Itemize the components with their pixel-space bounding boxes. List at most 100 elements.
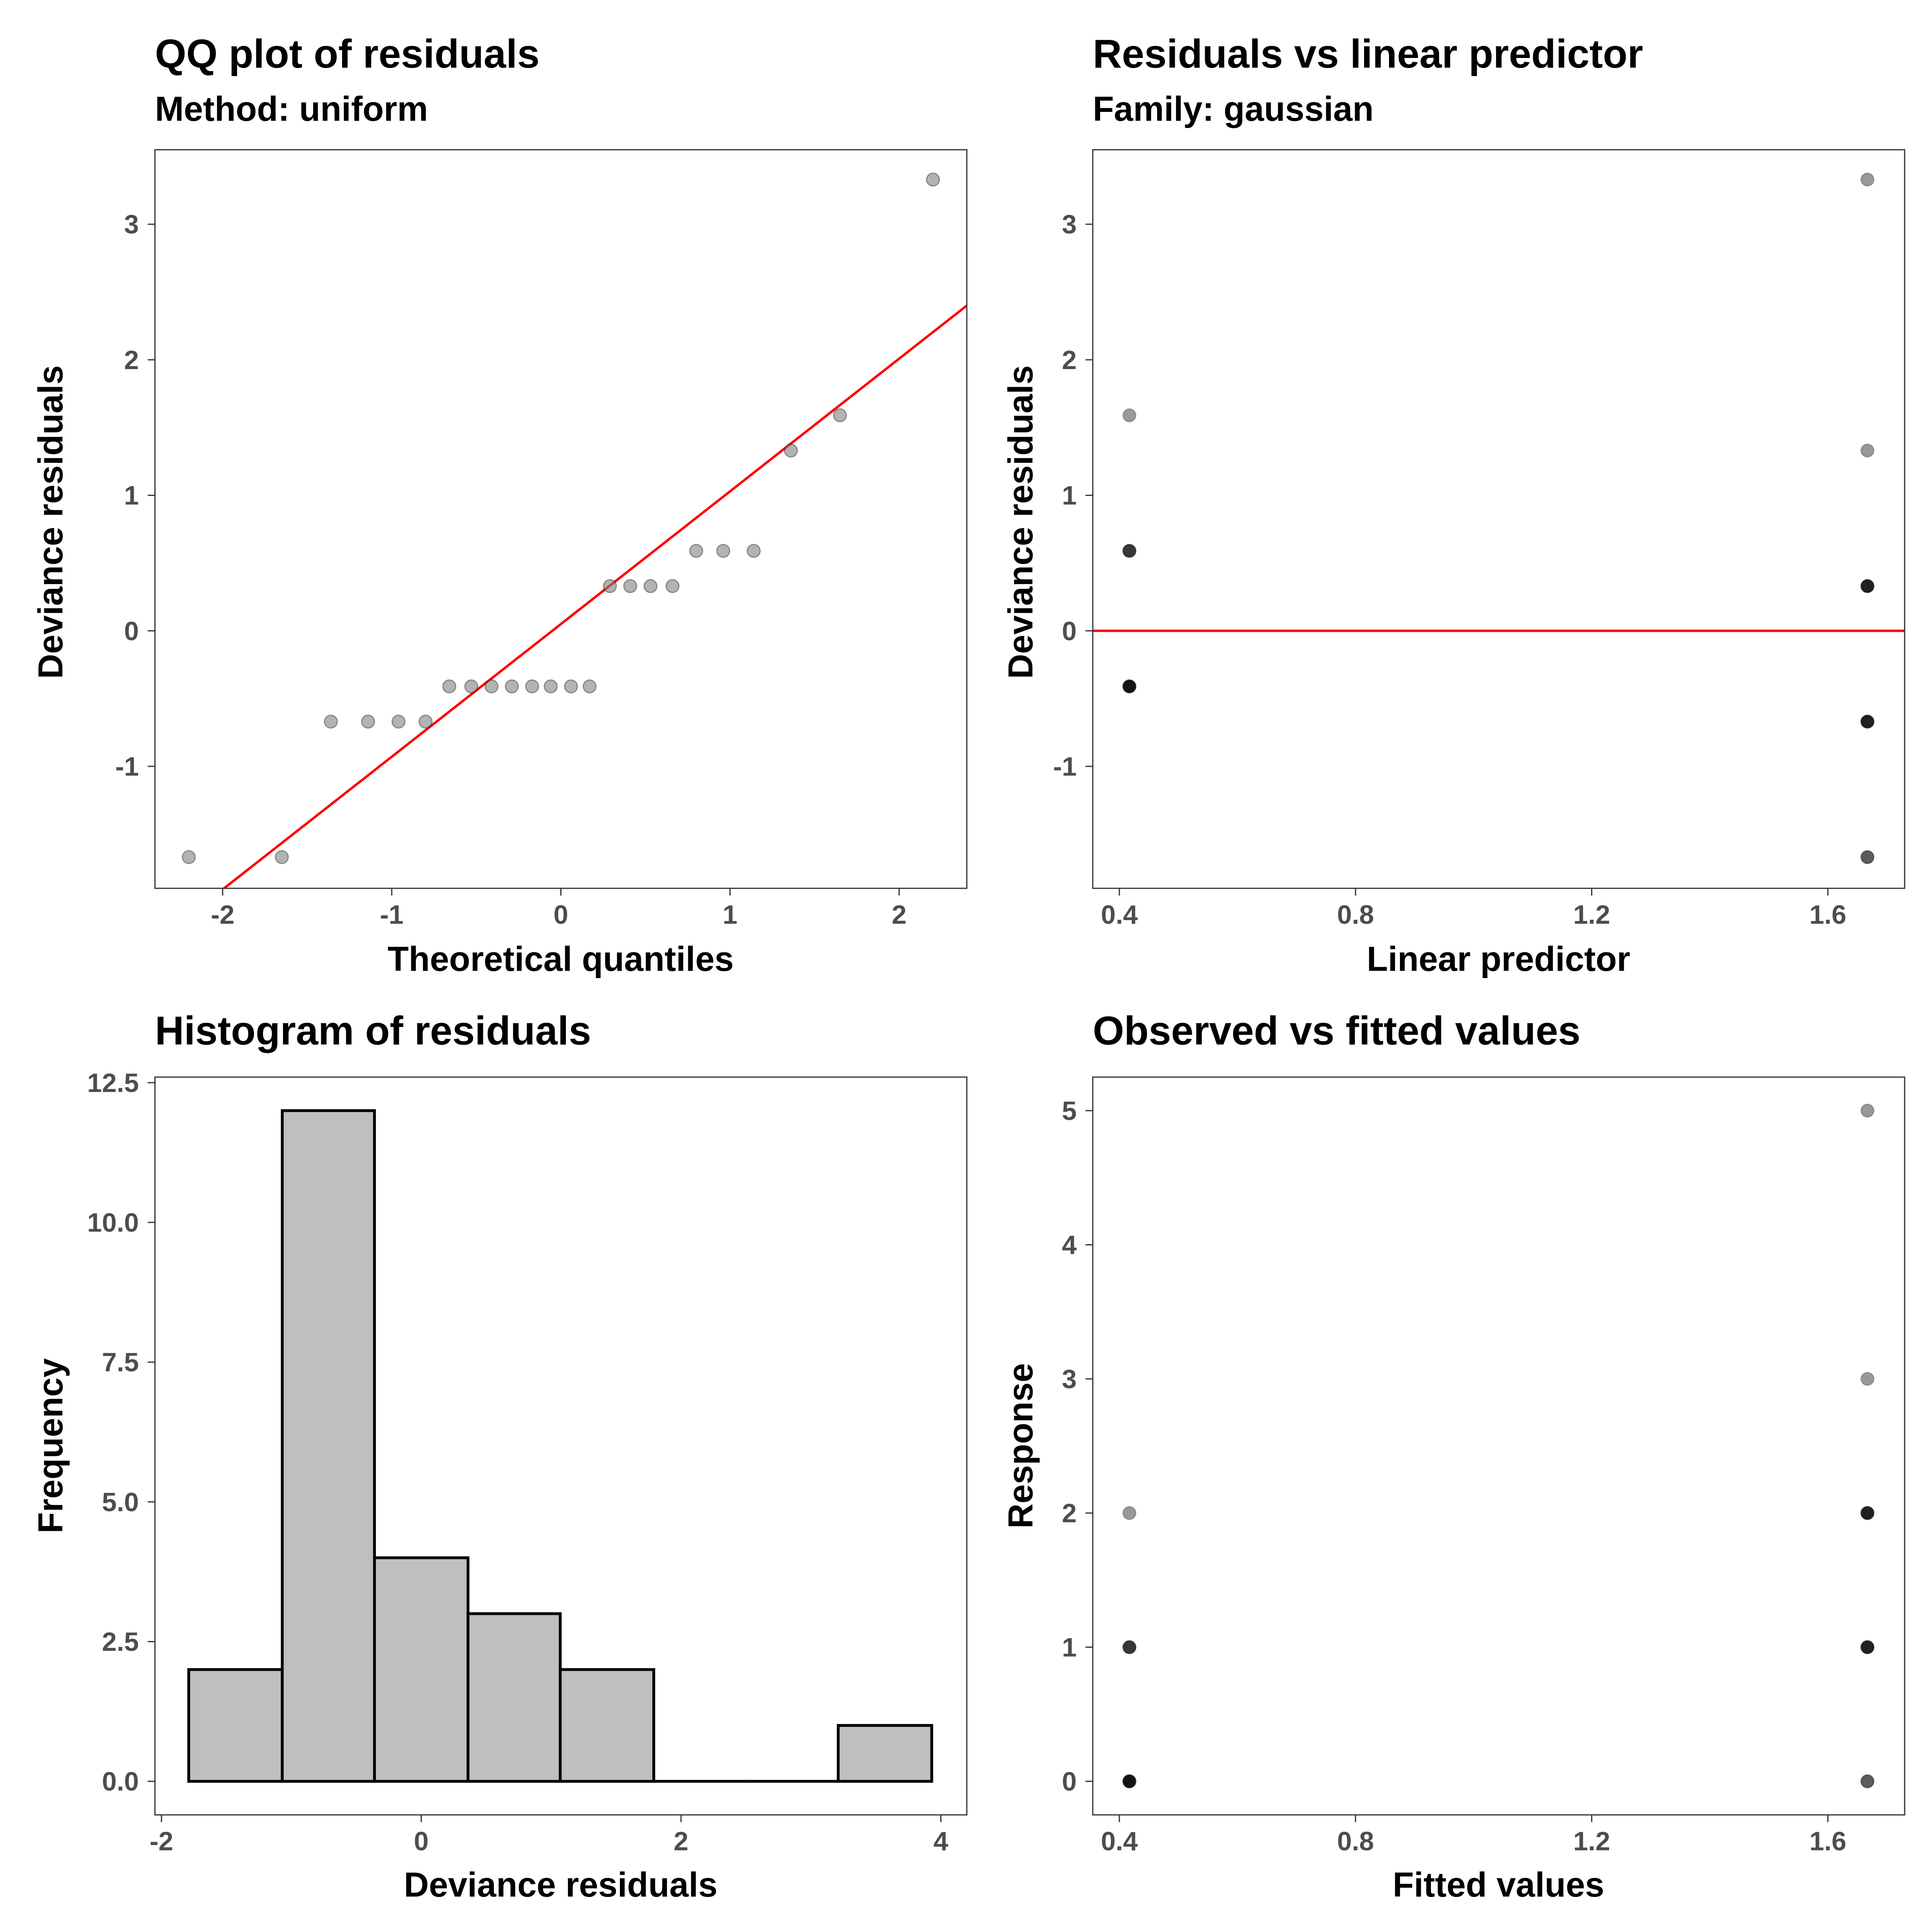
- residuals-vs-predictor-point-0: [1122, 408, 1137, 423]
- residuals-vs-predictor-point-6: [1860, 714, 1875, 729]
- qq-plot-reference-line: [222, 304, 967, 888]
- residuals-vs-predictor-y-axis-title: Deviance residuals: [1001, 365, 1040, 679]
- qq-plot-point-16: [643, 579, 658, 593]
- observed-vs-fitted-plot-area: [1122, 1103, 1875, 1789]
- histogram-y-tick-label-2: 5.0: [102, 1487, 139, 1517]
- observed-vs-fitted-title: Observed vs fitted values: [1093, 1008, 1581, 1053]
- qq-plot-x-tick-label-3: 1: [722, 900, 737, 929]
- observed-vs-fitted-y-tick-label-3: 3: [1062, 1364, 1077, 1394]
- histogram-bar-1: [281, 1109, 376, 1783]
- residuals-vs-predictor-point-1: [1122, 544, 1137, 558]
- qq-plot-point-9: [505, 679, 519, 694]
- histogram-bar-4: [559, 1668, 655, 1783]
- histogram-y-tick-label-5: 12.5: [87, 1068, 139, 1098]
- observed-vs-fitted-point-4: [1860, 1372, 1875, 1386]
- qq-plot-point-18: [689, 544, 704, 558]
- qq-plot-y-tick-label-0: -1: [115, 751, 139, 781]
- observed-vs-fitted-point-6: [1860, 1640, 1875, 1654]
- observed-vs-fitted-point-7: [1860, 1774, 1875, 1789]
- observed-vs-fitted-x-axis-title: Fitted values: [1393, 1866, 1604, 1904]
- observed-vs-fitted-y-tick-label-0: 0: [1062, 1767, 1077, 1796]
- residuals-vs-predictor-y-tick-label-3: 2: [1062, 345, 1077, 375]
- qq-plot-point-15: [623, 579, 638, 593]
- qq-plot-subtitle: Method: uniform: [155, 90, 428, 128]
- observed-vs-fitted-y-tick-label-5: 5: [1062, 1096, 1077, 1125]
- residuals-vs-predictor-point-7: [1860, 850, 1875, 865]
- observed-vs-fitted-panel: Observed vs fitted values 0.4 0.8 1.2 1.6 0 1…: [1001, 1008, 1905, 1904]
- observed-vs-fitted-point-1: [1122, 1640, 1137, 1654]
- histogram-x-tick-label-0: -2: [150, 1826, 173, 1856]
- qq-plot-point-8: [484, 679, 499, 694]
- residuals-vs-predictor-plot-area: [1093, 172, 1905, 865]
- qq-plot-point-20: [747, 544, 761, 558]
- qq-plot-panel: QQ plot of residuals Method: uniform -2 -…: [31, 31, 968, 978]
- residuals-vs-predictor-y-tick-label-0: -1: [1053, 751, 1077, 781]
- qq-plot-point-13: [582, 679, 597, 694]
- histogram-panel-border: [154, 1076, 968, 1816]
- residuals-vs-predictor-x-tick-label-0: 0.4: [1101, 900, 1138, 929]
- residuals-vs-predictor-point-4: [1860, 443, 1875, 458]
- residuals-vs-predictor-panel-border: [1092, 149, 1905, 889]
- residuals-vs-predictor-x-tick-label-1: 0.8: [1337, 900, 1374, 929]
- histogram-y-axis-title: Frequency: [31, 1358, 70, 1533]
- observed-vs-fitted-y-tick-label-4: 4: [1062, 1230, 1077, 1260]
- qq-plot-point-21: [784, 443, 798, 458]
- observed-vs-fitted-point-3: [1860, 1103, 1875, 1118]
- residuals-vs-predictor-subtitle: Family: gaussian: [1093, 90, 1374, 128]
- histogram-x-tick-label-1: 0: [414, 1826, 429, 1856]
- histogram-y-tick-label-3: 7.5: [102, 1347, 139, 1377]
- histogram-x-axis-title: Deviance residuals: [404, 1866, 717, 1904]
- qq-plot-point-23: [926, 172, 940, 187]
- histogram-panel: Histogram of residuals -2 0 2 4 0.0 2.5 5.0 7.5…: [31, 1008, 968, 1904]
- qq-plot-y-tick-label-4: 3: [124, 209, 139, 239]
- qq-plot-y-tick-label-1: 0: [124, 616, 139, 646]
- observed-vs-fitted-x-tick-label-3: 1.6: [1809, 1826, 1846, 1856]
- qq-plot-x-tick-label-2: 0: [553, 900, 568, 929]
- histogram-bar-7: [837, 1724, 933, 1783]
- qq-plot-point-1: [275, 850, 289, 865]
- residuals-vs-predictor-y-tick-label-2: 1: [1062, 481, 1077, 510]
- qq-plot-point-12: [564, 679, 578, 694]
- residuals-vs-predictor-x-tick-label-3: 1.6: [1809, 900, 1846, 929]
- observed-vs-fitted-panel-border: [1092, 1076, 1905, 1816]
- residuals-vs-predictor-point-3: [1860, 172, 1875, 187]
- qq-plot-point-5: [418, 714, 433, 729]
- qq-plot-point-3: [361, 714, 375, 729]
- qq-plot-point-10: [525, 679, 539, 694]
- qq-plot-point-22: [833, 408, 847, 423]
- histogram-bar-0: [187, 1668, 284, 1783]
- histogram-y-tick-label-4: 10.0: [87, 1208, 139, 1237]
- histogram-y-tick-label-0: 0.0: [102, 1767, 139, 1796]
- histogram-bar-2: [373, 1556, 470, 1783]
- residuals-vs-predictor-panel: Residuals vs linear predictor Family: ga…: [1001, 31, 1905, 978]
- observed-vs-fitted-point-2: [1122, 1774, 1137, 1789]
- qq-plot-point-4: [391, 714, 406, 729]
- observed-vs-fitted-x-tick-label-1: 0.8: [1337, 1826, 1374, 1856]
- qq-plot-x-axis-title: Theoretical quantiles: [388, 940, 734, 978]
- qq-plot-x-tick-label-1: -1: [380, 900, 404, 929]
- qq-plot-y-axis-title: Deviance residuals: [31, 365, 70, 679]
- histogram-y-tick-label-1: 2.5: [102, 1627, 139, 1657]
- observed-vs-fitted-y-tick-label-1: 1: [1062, 1632, 1077, 1662]
- qq-plot-point-19: [716, 544, 731, 558]
- qq-plot-x-tick-label-4: 2: [892, 900, 907, 929]
- histogram-bar-3: [466, 1612, 562, 1783]
- residuals-vs-predictor-point-2: [1122, 679, 1137, 694]
- residuals-vs-predictor-y-tick-label-1: 0: [1062, 616, 1077, 646]
- qq-plot-point-11: [543, 679, 558, 694]
- observed-vs-fitted-point-0: [1122, 1506, 1137, 1520]
- qq-plot-point-6: [442, 679, 456, 694]
- histogram-title: Histogram of residuals: [155, 1008, 591, 1053]
- residuals-vs-predictor-x-axis-title: Linear predictor: [1367, 940, 1631, 978]
- residuals-vs-predictor-title: Residuals vs linear predictor: [1093, 31, 1643, 76]
- residuals-vs-predictor-x-tick-label-2: 1.2: [1573, 900, 1610, 929]
- observed-vs-fitted-y-tick-label-2: 2: [1062, 1498, 1077, 1528]
- qq-plot-y-tick-label-2: 1: [124, 481, 139, 510]
- histogram-x-tick-label-3: 4: [933, 1826, 948, 1856]
- histogram-plot-area: [187, 1109, 933, 1783]
- qq-plot-point-14: [603, 579, 617, 593]
- histogram-x-tick-label-2: 2: [674, 1826, 689, 1856]
- observed-vs-fitted-x-tick-label-0: 0.4: [1101, 1826, 1138, 1856]
- observed-vs-fitted-y-axis-title: Response: [1001, 1363, 1040, 1528]
